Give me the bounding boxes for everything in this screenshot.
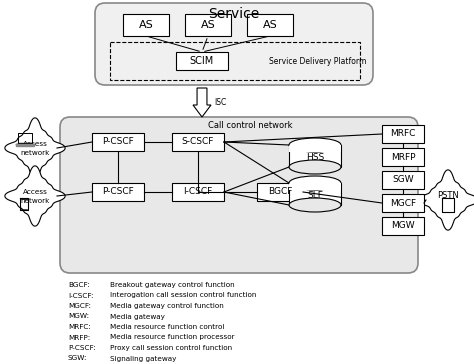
Ellipse shape	[289, 138, 341, 152]
Bar	[110, 42, 360, 80]
Bar	[382, 171, 424, 189]
Text: MGCF:: MGCF:	[68, 303, 91, 309]
Bar	[289, 183, 341, 205]
Bar	[92, 133, 144, 151]
Text: Service: Service	[209, 7, 260, 21]
Text: S-CSCF: S-CSCF	[182, 138, 214, 146]
Text: P-CSCF:: P-CSCF:	[68, 345, 96, 351]
Text: Media resource function processor: Media resource function processor	[110, 335, 235, 340]
Text: Proxy call session control function: Proxy call session control function	[110, 345, 232, 351]
Text: Signaling gateway: Signaling gateway	[110, 356, 176, 361]
Text: HSS: HSS	[306, 154, 324, 162]
Ellipse shape	[289, 160, 341, 174]
Bar	[172, 183, 224, 201]
Polygon shape	[5, 118, 65, 178]
Text: AS: AS	[138, 20, 154, 30]
Bar	[172, 133, 224, 151]
Polygon shape	[5, 166, 65, 226]
Text: P-CSCF: P-CSCF	[102, 187, 134, 197]
Text: MRFP:: MRFP:	[68, 335, 90, 340]
Text: Interogation call session control function: Interogation call session control functi…	[110, 293, 256, 298]
Text: MRFP: MRFP	[391, 153, 415, 162]
Text: BGCF:: BGCF:	[68, 282, 90, 288]
Text: Service Delivery Platform: Service Delivery Platform	[269, 58, 367, 67]
Bar	[92, 183, 144, 201]
Text: MGW:: MGW:	[68, 313, 89, 320]
Text: network: network	[20, 198, 50, 204]
Text: MRFC: MRFC	[390, 130, 416, 138]
Polygon shape	[16, 144, 34, 146]
Bar	[382, 148, 424, 166]
Text: I-CSCF: I-CSCF	[183, 187, 213, 197]
Text: AS: AS	[263, 20, 277, 30]
Text: Breakout gateway control function: Breakout gateway control function	[110, 282, 235, 288]
Bar	[247, 14, 293, 36]
Polygon shape	[418, 170, 474, 230]
Text: SCIM: SCIM	[190, 56, 214, 66]
Text: Call control network: Call control network	[208, 120, 292, 130]
Bar	[382, 194, 424, 212]
Text: Access: Access	[23, 141, 47, 147]
FancyBboxPatch shape	[60, 117, 418, 273]
Bar	[176, 52, 228, 70]
Text: SGW:: SGW:	[68, 356, 88, 361]
Text: ISC: ISC	[214, 98, 226, 107]
FancyBboxPatch shape	[95, 3, 373, 85]
Bar	[382, 217, 424, 235]
Text: Media gateway: Media gateway	[110, 313, 165, 320]
Text: Media gateway control function: Media gateway control function	[110, 303, 224, 309]
Bar	[289, 145, 341, 152]
Bar	[289, 183, 341, 190]
Bar	[123, 14, 169, 36]
Bar	[257, 183, 303, 201]
Text: Media resource function control: Media resource function control	[110, 324, 224, 330]
Text: SGW: SGW	[392, 175, 414, 185]
Ellipse shape	[289, 176, 341, 190]
Ellipse shape	[289, 198, 341, 212]
Bar	[185, 14, 231, 36]
Text: MRFC:: MRFC:	[68, 324, 91, 330]
Text: P-CSCF: P-CSCF	[102, 138, 134, 146]
Polygon shape	[193, 88, 211, 117]
Text: network: network	[20, 150, 50, 156]
Bar	[382, 125, 424, 143]
Text: BGCF: BGCF	[268, 187, 292, 197]
Text: PSTN: PSTN	[437, 191, 459, 201]
Text: SLF: SLF	[307, 191, 323, 201]
Text: AS: AS	[201, 20, 215, 30]
Bar	[289, 145, 341, 167]
Text: Access: Access	[23, 189, 47, 195]
Text: MGCF: MGCF	[390, 198, 416, 207]
Text: I-CSCF:: I-CSCF:	[68, 293, 93, 298]
Text: MGW: MGW	[391, 222, 415, 230]
